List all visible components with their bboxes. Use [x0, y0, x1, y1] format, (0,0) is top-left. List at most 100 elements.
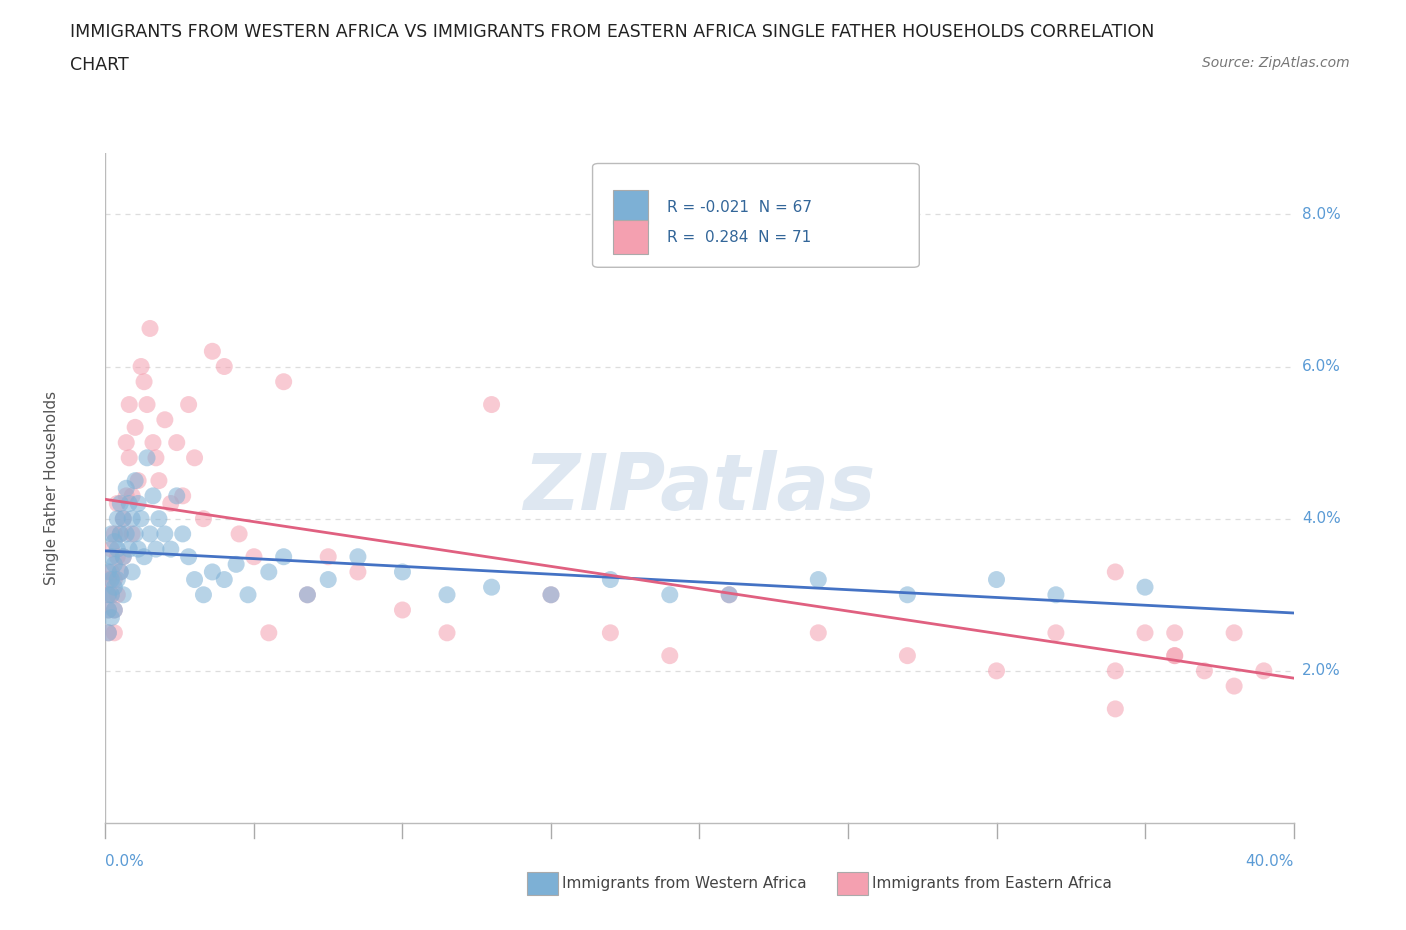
Point	[139, 526, 162, 541]
Point	[658, 588, 681, 603]
Point	[153, 412, 176, 427]
Point	[112, 550, 135, 565]
Point	[100, 550, 122, 565]
Point	[127, 473, 149, 488]
Bar	[613, 191, 648, 224]
Point	[115, 435, 138, 450]
Point	[103, 557, 125, 572]
Point	[225, 557, 247, 572]
Point	[129, 512, 152, 526]
Point	[1104, 701, 1126, 716]
Point	[103, 579, 125, 594]
Point	[97, 588, 120, 603]
Point	[391, 603, 413, 618]
Point	[153, 526, 176, 541]
Point	[127, 496, 149, 511]
Point	[193, 588, 215, 603]
Point	[105, 512, 128, 526]
Point	[986, 663, 1008, 678]
Point	[201, 344, 224, 359]
Point	[201, 565, 224, 579]
Point	[97, 565, 120, 579]
Point	[1194, 663, 1216, 678]
Text: Immigrants from Eastern Africa: Immigrants from Eastern Africa	[872, 876, 1112, 891]
Point	[183, 572, 205, 587]
Text: IMMIGRANTS FROM WESTERN AFRICA VS IMMIGRANTS FROM EASTERN AFRICA SINGLE FATHER H: IMMIGRANTS FROM WESTERN AFRICA VS IMMIGR…	[70, 23, 1154, 41]
Point	[103, 534, 125, 549]
Point	[132, 374, 155, 389]
Point	[115, 526, 138, 541]
Point	[273, 374, 295, 389]
Point	[228, 526, 250, 541]
Point	[1164, 648, 1187, 663]
Point	[103, 526, 125, 541]
Point	[214, 359, 236, 374]
Point	[97, 588, 120, 603]
Point	[540, 588, 562, 603]
Point	[391, 565, 413, 579]
Point	[105, 550, 128, 565]
Point	[118, 450, 141, 465]
Point	[236, 588, 259, 603]
Point	[193, 512, 215, 526]
Text: 2.0%: 2.0%	[1302, 663, 1340, 678]
Point	[214, 572, 236, 587]
Point	[145, 541, 167, 556]
Point	[159, 541, 181, 556]
Text: ZIPatlas: ZIPatlas	[523, 450, 876, 526]
Point	[112, 550, 135, 565]
Point	[139, 321, 162, 336]
Point	[896, 588, 918, 603]
Point	[121, 565, 143, 579]
Point	[100, 526, 122, 541]
Point	[100, 588, 122, 603]
Point	[481, 579, 503, 594]
Point	[121, 512, 143, 526]
Bar	[613, 220, 648, 254]
Point	[110, 526, 132, 541]
Point	[166, 435, 188, 450]
Point	[257, 565, 280, 579]
Point	[347, 550, 370, 565]
Point	[273, 550, 295, 565]
Text: 8.0%: 8.0%	[1302, 206, 1340, 222]
Point	[105, 572, 128, 587]
Point	[599, 572, 621, 587]
Point	[105, 496, 128, 511]
Point	[105, 588, 128, 603]
Point	[142, 488, 165, 503]
Point	[132, 550, 155, 565]
Point	[127, 541, 149, 556]
Point	[115, 488, 138, 503]
Text: R = -0.021  N = 67: R = -0.021 N = 67	[668, 200, 813, 215]
Point	[118, 496, 141, 511]
Point	[103, 572, 125, 587]
Point	[1253, 663, 1275, 678]
Point	[97, 603, 120, 618]
Point	[177, 397, 200, 412]
FancyBboxPatch shape	[592, 164, 920, 267]
Text: Source: ZipAtlas.com: Source: ZipAtlas.com	[1202, 56, 1350, 70]
Point	[718, 588, 741, 603]
Point	[100, 541, 122, 556]
Point	[540, 588, 562, 603]
Text: Single Father Households: Single Father Households	[45, 392, 59, 585]
Point	[316, 572, 339, 587]
Text: 40.0%: 40.0%	[1246, 854, 1294, 869]
Point	[124, 420, 146, 435]
Point	[115, 481, 138, 496]
Point	[110, 565, 132, 579]
Point	[166, 488, 188, 503]
Point	[436, 625, 458, 640]
Text: 4.0%: 4.0%	[1302, 512, 1340, 526]
Point	[297, 588, 319, 603]
Point	[1164, 648, 1187, 663]
Point	[112, 588, 135, 603]
Text: R =  0.284  N = 71: R = 0.284 N = 71	[668, 230, 811, 245]
Point	[896, 648, 918, 663]
Point	[97, 603, 120, 618]
Point	[110, 526, 132, 541]
Point	[807, 572, 830, 587]
Text: 0.0%: 0.0%	[105, 854, 145, 869]
Point	[121, 526, 143, 541]
